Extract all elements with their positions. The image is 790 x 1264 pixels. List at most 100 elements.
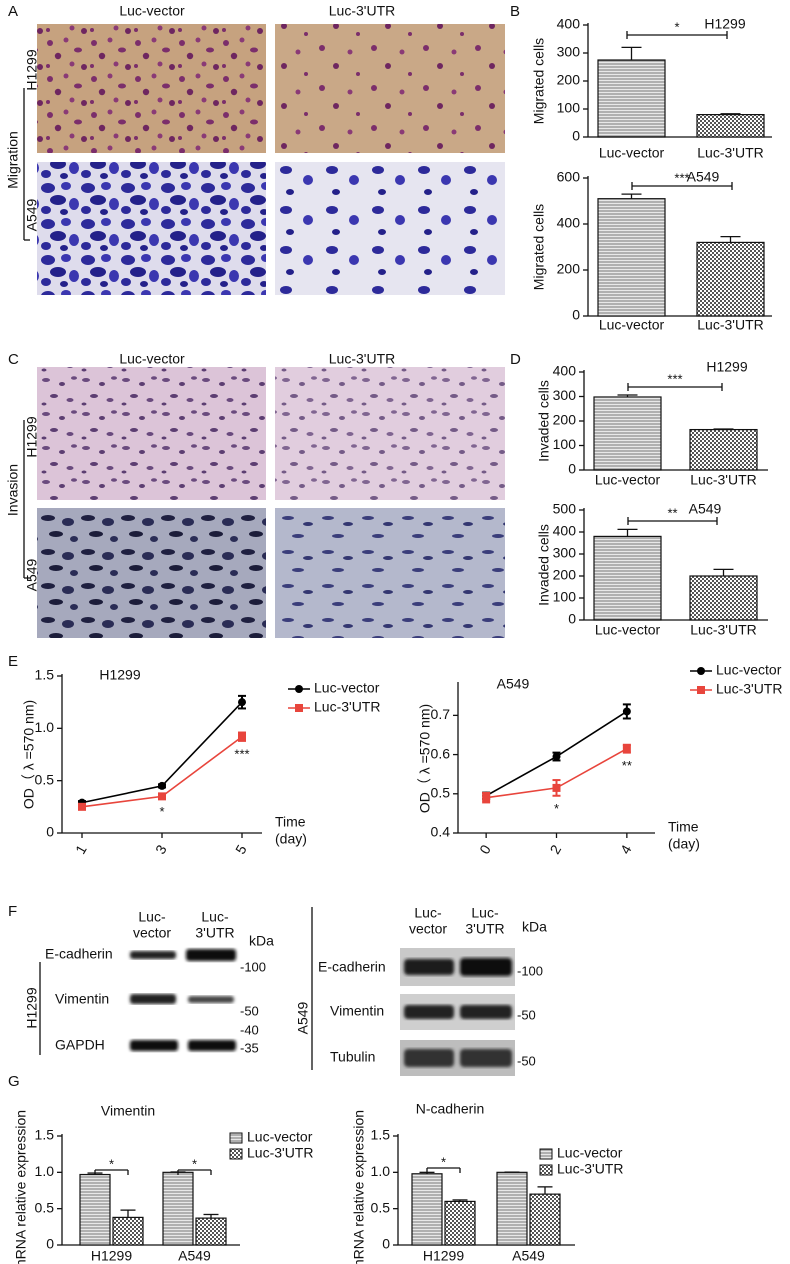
legend-label: Luc-vector bbox=[247, 1129, 313, 1145]
marker bbox=[622, 744, 631, 753]
column-label: vector bbox=[409, 921, 447, 937]
blot-band bbox=[130, 951, 176, 959]
legend-label: Luc-vector bbox=[314, 680, 380, 696]
blot-band bbox=[404, 1005, 454, 1019]
micrograph bbox=[37, 367, 266, 500]
y-axis-label: mRNA relative expression bbox=[351, 1110, 367, 1264]
x-tick-label: Luc-3'UTR bbox=[697, 317, 763, 333]
y-tick-label: 400 bbox=[553, 363, 577, 379]
significance-label: ** bbox=[622, 758, 632, 773]
marker-label: -50 bbox=[240, 1003, 259, 1018]
x-tick-label: 5 bbox=[232, 842, 250, 857]
x-tick-label: 2 bbox=[546, 842, 564, 857]
significance-label: * bbox=[674, 19, 679, 34]
row-label: Vimentin bbox=[330, 1003, 384, 1019]
blot-band bbox=[460, 958, 512, 976]
row-label: GAPDH bbox=[55, 1037, 105, 1053]
column-label: Luc- bbox=[471, 905, 499, 921]
y-tick-label: 0 bbox=[572, 128, 580, 144]
marker-label: -100 bbox=[517, 963, 543, 978]
blot-band bbox=[404, 1049, 454, 1067]
y-tick-label: 300 bbox=[553, 387, 577, 403]
cell-line-label: H1299 bbox=[24, 987, 40, 1028]
bar bbox=[689, 428, 758, 471]
panel-label: A bbox=[8, 3, 18, 20]
chart-title: A549 bbox=[689, 501, 722, 517]
y-tick-label: 200 bbox=[553, 412, 577, 428]
column-label: Luc- bbox=[201, 909, 229, 925]
bar bbox=[696, 113, 765, 138]
micrograph bbox=[275, 24, 505, 153]
y-tick-label: 0.5 bbox=[35, 1199, 55, 1215]
y-tick-label: 1.0 bbox=[371, 1163, 391, 1179]
y-tick-label: 600 bbox=[557, 169, 581, 185]
y-tick-label: 0 bbox=[382, 1236, 390, 1252]
chart-title: A549 bbox=[497, 676, 530, 692]
y-axis-label: Invaded cells bbox=[536, 524, 552, 606]
legend-marker bbox=[697, 686, 705, 694]
y-tick-label: 0 bbox=[568, 461, 576, 477]
y-tick-label: 0.5 bbox=[371, 1199, 391, 1215]
marker bbox=[158, 792, 166, 801]
x-tick-label: Luc-3'UTR bbox=[690, 472, 756, 488]
y-tick-label: 100 bbox=[557, 100, 581, 116]
bar bbox=[79, 1173, 111, 1246]
bar bbox=[162, 1171, 194, 1246]
marker-label: -100 bbox=[240, 959, 266, 974]
legend-marker bbox=[295, 685, 303, 693]
y-tick-label: 0.5 bbox=[35, 771, 55, 787]
micrograph bbox=[275, 162, 505, 295]
column-label: Luc-vector bbox=[119, 351, 185, 367]
bar bbox=[411, 1173, 443, 1246]
y-axis-label: OD（ λ =570 nm) bbox=[417, 704, 433, 813]
blot-band bbox=[130, 1040, 178, 1051]
y-tick-label: 1.0 bbox=[35, 719, 55, 735]
panel-label: B bbox=[510, 3, 520, 20]
marker-label: -50 bbox=[517, 1007, 536, 1022]
row-label: Vimentin bbox=[55, 991, 109, 1007]
y-tick-label: 200 bbox=[557, 261, 581, 277]
y-axis-label: Invaded cells bbox=[536, 380, 552, 462]
y-tick-label: 400 bbox=[553, 523, 577, 539]
x-tick-label: 0 bbox=[476, 842, 494, 857]
panel-label: D bbox=[510, 351, 521, 368]
cell-line-label: A549 bbox=[295, 1001, 311, 1034]
row-label: E-cadherin bbox=[318, 959, 386, 975]
marker bbox=[622, 707, 631, 716]
significance-label: *** bbox=[234, 746, 249, 761]
marker bbox=[552, 783, 561, 792]
panel-label: C bbox=[8, 351, 19, 368]
micrograph bbox=[275, 508, 505, 638]
x-axis-label: Time bbox=[668, 819, 699, 835]
y-tick-label: 500 bbox=[553, 501, 577, 517]
marker bbox=[482, 793, 491, 802]
significance-label: * bbox=[159, 804, 164, 819]
y-tick-label: 1.0 bbox=[35, 1163, 55, 1179]
blot-band bbox=[186, 949, 236, 961]
blot-band bbox=[130, 994, 176, 1004]
marker bbox=[238, 698, 246, 707]
significance-label: * bbox=[192, 1156, 197, 1171]
row-label: A549 bbox=[24, 198, 40, 231]
y-tick-label: 0 bbox=[46, 824, 54, 840]
row-label: A549 bbox=[24, 558, 40, 591]
chart-title: H1299 bbox=[706, 359, 747, 375]
y-tick-label: 0 bbox=[568, 611, 576, 627]
column-label: Luc-3'UTR bbox=[329, 3, 395, 19]
chart-title: H1299 bbox=[704, 16, 745, 32]
legend-label: Luc-vector bbox=[716, 662, 782, 678]
group-label: Migration bbox=[5, 131, 21, 189]
micrograph bbox=[37, 508, 266, 638]
significance-label: * bbox=[441, 1154, 446, 1169]
row-label: H1299 bbox=[24, 416, 40, 457]
x-axis-label: Time bbox=[275, 814, 306, 830]
x-tick-label: Luc-vector bbox=[599, 145, 665, 161]
bar bbox=[689, 575, 758, 621]
legend-label: Luc-3'UTR bbox=[247, 1145, 313, 1161]
micrograph bbox=[37, 162, 266, 295]
bar bbox=[696, 241, 765, 317]
x-tick-label: H1299 bbox=[423, 1248, 464, 1264]
bar bbox=[529, 1193, 561, 1246]
y-axis-label: mRNA relative expression bbox=[13, 1110, 29, 1264]
